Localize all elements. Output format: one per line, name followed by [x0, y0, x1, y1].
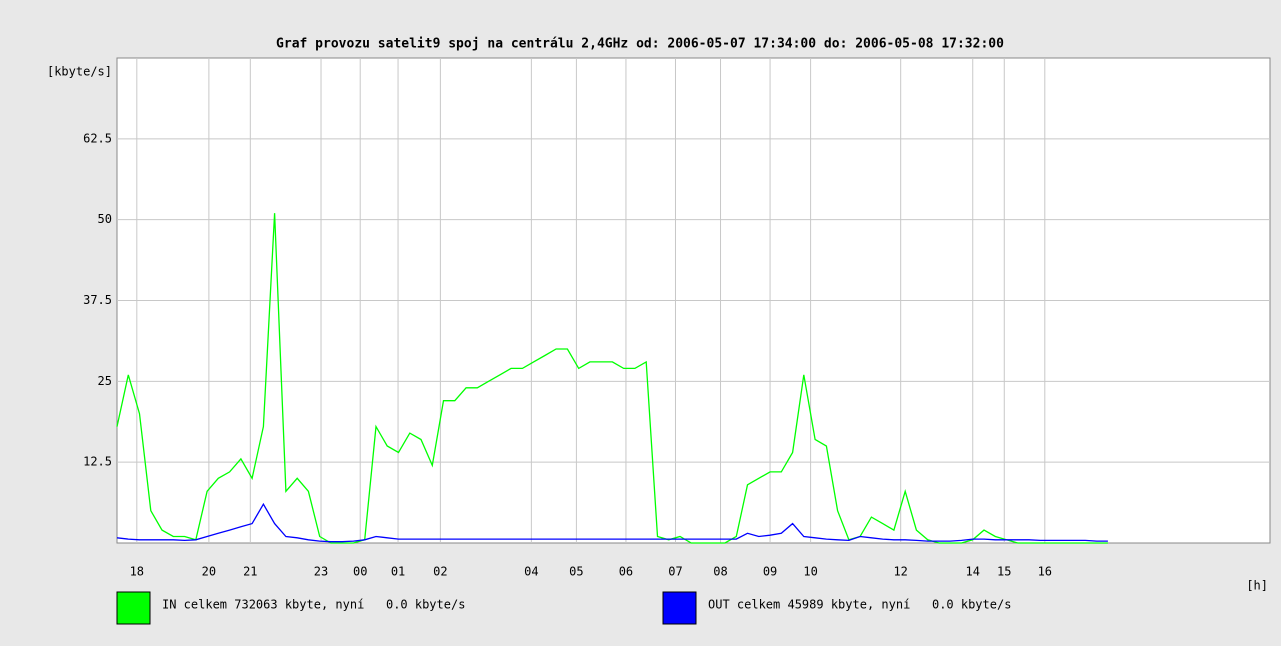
x-tick-label: 08 [713, 565, 727, 579]
y-tick-label: 25 [98, 374, 112, 388]
x-tick-label: 05 [569, 565, 583, 579]
legend-label: OUT celkem 45989 kbyte, nyní 0.0 kbyte/s [708, 598, 1011, 612]
x-tick-label: 02 [433, 565, 447, 579]
series-line [116, 213, 1108, 544]
y-tick-label: 12.5 [83, 455, 112, 469]
x-tick-label: 18 [130, 565, 144, 579]
x-tick-label: 20 [202, 565, 216, 579]
y-tick-label: 62.5 [83, 131, 112, 145]
y-tick-label: 50 [98, 212, 112, 226]
chart-title: Graf provozu satelit9 spoj na centrálu 2… [276, 37, 1004, 52]
x-tick-label: 16 [1038, 565, 1052, 579]
x-tick-label: 12 [893, 565, 907, 579]
x-tick-label: 21 [243, 565, 257, 579]
x-tick-label: 01 [391, 565, 405, 579]
x-tick-label: 15 [997, 565, 1011, 579]
x-tick-label: 14 [966, 565, 980, 579]
x-axis-label: [h] [1246, 579, 1268, 593]
y-axis-label: [kbyte/s] [47, 65, 112, 79]
x-tick-label: 09 [763, 565, 777, 579]
series-line [116, 502, 1108, 543]
x-tick-label: 23 [314, 565, 328, 579]
legend-swatch [116, 591, 151, 625]
legend-label: IN celkem 732063 kbyte, nyní 0.0 kbyte/s [162, 598, 465, 612]
y-tick-label: 37.5 [83, 293, 112, 307]
x-tick-label: 07 [668, 565, 682, 579]
x-tick-label: 10 [803, 565, 817, 579]
legend-swatch [662, 591, 697, 625]
x-tick-label: 00 [353, 565, 367, 579]
x-tick-label: 04 [524, 565, 538, 579]
x-tick-label: 06 [619, 565, 633, 579]
